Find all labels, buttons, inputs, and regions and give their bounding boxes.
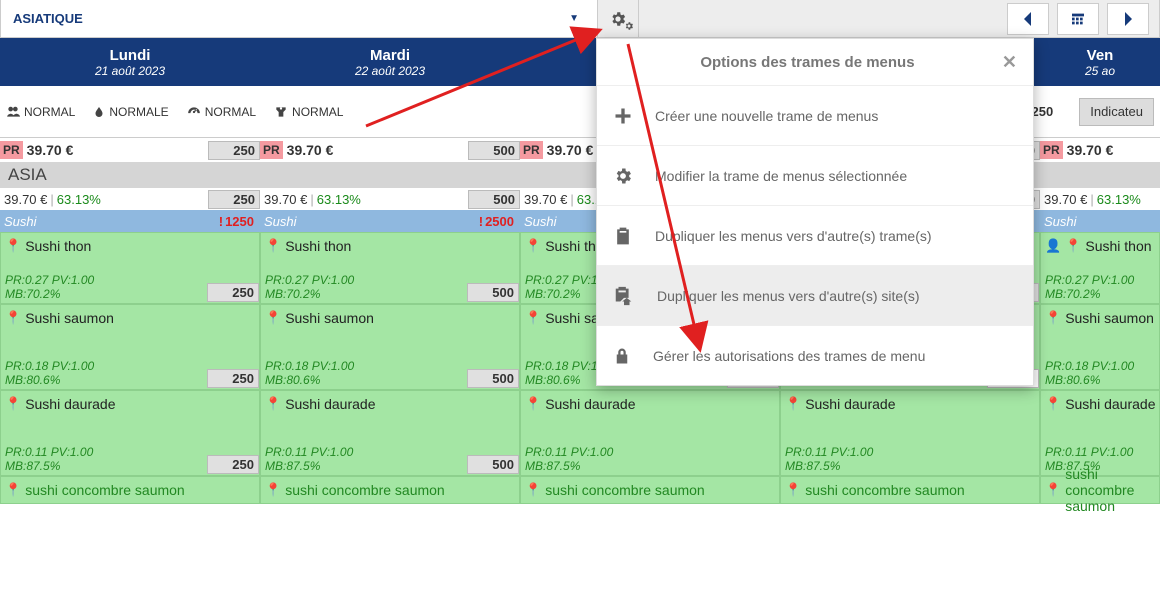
pin-icon: 📍 [5,396,21,412]
item-qty[interactable]: 500 [467,283,519,302]
stat-qty[interactable]: 500 [468,190,520,209]
chevron-right-icon [1123,12,1133,26]
pin-icon: 📍 [5,310,21,326]
day-name: Mardi [260,47,520,64]
day-date: 22 août 2023 [260,64,520,78]
indicateur-button[interactable]: Indicateu [1079,98,1154,126]
item-row: 📍Sushi dauradePR:0.11 PV:1.00MB:87.5%250… [0,390,1160,476]
plus-icon [613,106,633,126]
pr-tag: PR [520,141,543,159]
pin-icon: 📍 [265,238,281,254]
pr-value: 39.70 € [1063,142,1114,158]
people-icon [6,105,20,119]
day-date: 21 août 2023 [0,64,260,78]
pr-value: 39.70 € [23,142,74,158]
pin-icon: 📍 [265,396,281,412]
trame-select-value: ASIATIQUE [13,11,83,26]
item-qty[interactable]: 500 [467,455,519,474]
chevron-left-icon [1023,12,1033,26]
pr-tag: PR [1040,141,1063,159]
dropdown-title: Options des trames de menus [613,54,1002,71]
trame-select[interactable]: ASIATIQUE ▼ [1,0,597,37]
close-icon[interactable]: ✕ [1002,52,1017,73]
calendar-button[interactable] [1057,3,1099,35]
dd-item-dup-site[interactable]: Dupliquer les menus vers d'autre(s) site… [597,265,1033,325]
item-qty[interactable]: 500 [467,369,519,388]
warning-icon: ! [479,214,483,229]
indicator: NORMAL [274,105,343,119]
day-name: Ven [1040,47,1160,64]
stat-qty[interactable]: 250 [208,190,260,209]
pin-icon: 📍 [265,310,281,326]
indicator: NORMAL [6,105,75,119]
day-name: Lundi [0,47,260,64]
pin-icon: 📍 [525,396,541,412]
warning-icon: ! [219,214,223,229]
options-dropdown: Options des trames de menus ✕ Créer une … [596,38,1034,386]
dd-item-modify[interactable]: Modifier la trame de menus sélectionnée [597,145,1033,205]
pin-icon: 📍 [525,482,541,498]
gauge-icon [187,105,201,119]
scale-icon [274,105,288,119]
paste-icon [613,226,633,246]
pin-icon: 📍 [265,482,281,498]
user-icon: 👤 [1045,238,1061,254]
caret-down-icon: ▼ [569,13,579,24]
options-gear-button[interactable] [597,0,639,37]
pin-icon: 📍 [1045,396,1061,412]
indicator: NORMAL [187,105,256,119]
pin-icon: 📍 [525,238,541,254]
pr-value: 39.70 € [543,142,594,158]
pr-tag: PR [0,141,23,159]
item-qty[interactable]: 250 [207,369,259,388]
gear-small-icon [624,21,634,31]
lock-icon [613,346,631,366]
next-week-button[interactable] [1107,3,1149,35]
pr-tag: PR [260,141,283,159]
item-qty[interactable]: 250 [207,455,259,474]
pin-icon: 📍 [525,310,541,326]
gear-icon [613,166,633,186]
item-row: 📍sushi concombre saumon 📍sushi concombre… [0,476,1160,504]
drop-icon [93,105,105,119]
pin-icon: 📍 [785,482,801,498]
calendar-icon [1070,11,1086,27]
dd-item-dup-trame[interactable]: Dupliquer les menus vers d'autre(s) tram… [597,205,1033,265]
prev-week-button[interactable] [1007,3,1049,35]
day-date: 25 ao [1040,64,1160,78]
dd-item-permissions[interactable]: Gérer les autorisations des trames de me… [597,325,1033,385]
item-qty[interactable]: 250 [207,283,259,302]
pin-icon: 📍 [5,482,21,498]
pr-qty[interactable]: 250 [208,141,260,160]
pin-icon: 📍 [785,396,801,412]
pin-icon: 📍 [5,238,21,254]
pr-value: 39.70 € [283,142,334,158]
dd-item-create[interactable]: Créer une nouvelle trame de menus [597,85,1033,145]
pr-qty[interactable]: 500 [468,141,520,160]
pin-icon: 📍 [1045,310,1061,326]
indicator: NORMALE [93,105,168,119]
pin-icon: 📍 [1065,238,1081,254]
pin-icon: 📍 [1045,482,1061,498]
paste-home-icon [613,285,635,307]
